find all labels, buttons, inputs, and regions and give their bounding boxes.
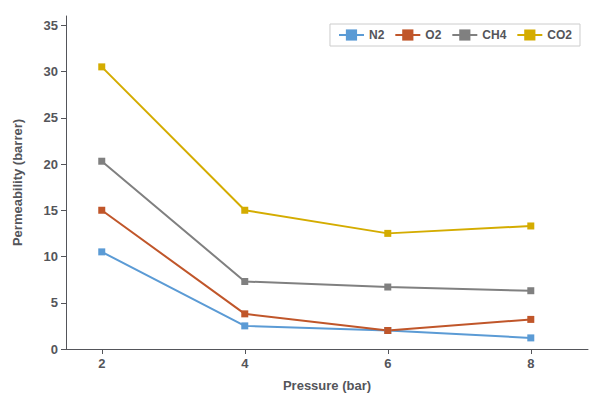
svg-text:8: 8 — [527, 356, 534, 371]
svg-text:5: 5 — [51, 295, 58, 310]
svg-text:30: 30 — [44, 64, 58, 79]
svg-text:Permeability (barrer): Permeability (barrer) — [10, 119, 25, 246]
svg-text:4: 4 — [241, 356, 249, 371]
svg-text:25: 25 — [44, 110, 58, 125]
svg-text:Pressure (bar): Pressure (bar) — [283, 378, 371, 393]
svg-text:CH4: CH4 — [482, 28, 506, 42]
svg-text:10: 10 — [44, 249, 58, 264]
svg-text:CO2: CO2 — [547, 28, 572, 42]
svg-text:O2: O2 — [425, 28, 441, 42]
svg-text:35: 35 — [44, 18, 58, 33]
svg-text:6: 6 — [384, 356, 391, 371]
svg-text:N2: N2 — [369, 28, 385, 42]
svg-text:0: 0 — [51, 342, 58, 357]
svg-text:20: 20 — [44, 157, 58, 172]
svg-text:2: 2 — [98, 356, 105, 371]
svg-text:15: 15 — [44, 203, 58, 218]
